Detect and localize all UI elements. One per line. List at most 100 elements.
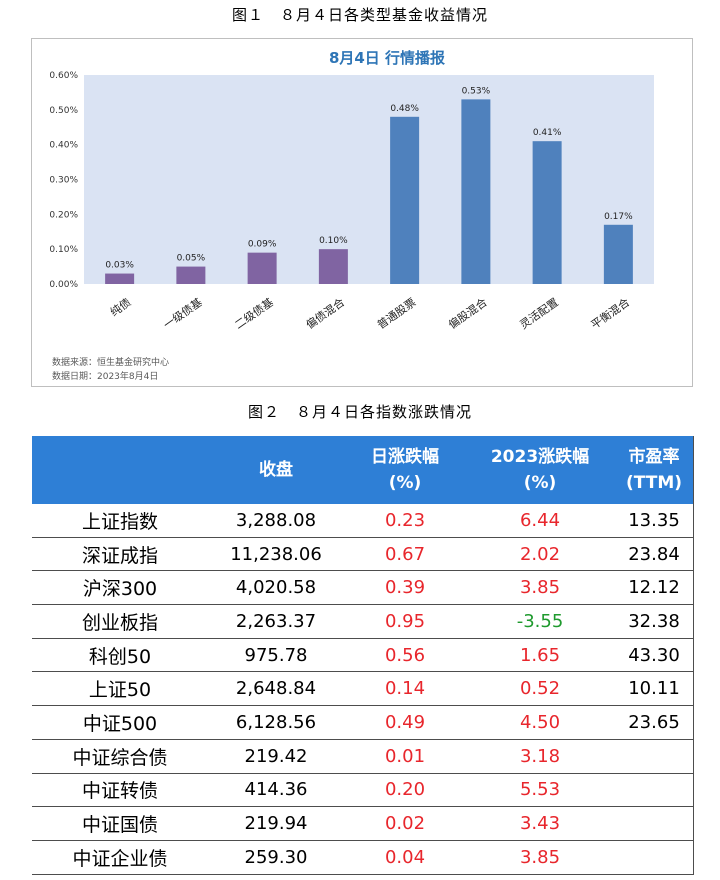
day-change-cell: 0.39 (344, 570, 466, 606)
x-tick-label: 偏债混合 (303, 295, 347, 332)
ytd-change-cell: 3.85 (466, 570, 614, 606)
y-tick-label: 0.30% (49, 176, 78, 186)
header-pe-label: 市盈率 (628, 447, 680, 467)
index-name-cell: 沪深300 (32, 570, 208, 606)
pe-cell (614, 806, 694, 841)
plot-area (84, 75, 654, 284)
header-day-unit: (%) (388, 473, 422, 493)
day-change-cell: 0.67 (344, 537, 466, 572)
table-row: 中证500 6,128.56 0.49 4.50 23.65 (32, 705, 694, 740)
data-label: 0.48% (390, 104, 419, 114)
pe-cell: 12.12 (614, 570, 694, 606)
header-day-change: 日涨跌幅 (%) (344, 436, 466, 504)
header-pe: 市盈率 (TTM) (614, 436, 694, 504)
data-label: 0.05% (177, 254, 206, 264)
pe-cell (614, 840, 694, 875)
pe-cell: 43.30 (614, 638, 694, 673)
data-label: 0.41% (533, 128, 562, 138)
index-name-cell: 中证国债 (32, 806, 208, 841)
day-change-cell: 0.95 (344, 604, 466, 639)
pe-cell: 32.38 (614, 604, 694, 639)
bar (603, 224, 633, 284)
close-cell: 219.42 (208, 739, 344, 774)
index-name-cell: 中证500 (32, 705, 208, 740)
header-ytd-label: 2023涨跌幅 (490, 447, 590, 467)
index-name-cell: 科创50 (32, 638, 208, 673)
bar-chart-svg: 8月4日 行情播报 0.00% 0.10% 0.20% 0.30% 0.40% 0.50% 0… (49, 49, 654, 332)
table-row: 中证转债 414.36 0.20 5.53 (32, 773, 694, 808)
index-name-cell: 中证综合债 (32, 739, 208, 774)
data-label: 0.17% (604, 212, 633, 222)
y-tick-label: 0.20% (49, 210, 78, 220)
y-tick-label: 0.50% (49, 106, 78, 116)
bar (247, 252, 277, 284)
x-tick-label: 普通股票 (374, 295, 418, 332)
close-cell: 2,648.84 (208, 671, 344, 707)
pe-cell: 23.84 (614, 537, 694, 572)
index-name-cell: 中证企业债 (32, 840, 208, 875)
table-right-border (693, 436, 694, 874)
pe-cell: 23.65 (614, 705, 694, 740)
close-cell: 259.30 (208, 840, 344, 875)
x-tick-label: 纯债 (107, 295, 133, 319)
bar (105, 273, 135, 284)
data-label: 0.09% (248, 240, 277, 250)
x-tick-label: 偏股混合 (446, 295, 490, 332)
bar (318, 249, 348, 284)
index-name-cell: 上证50 (32, 671, 208, 707)
pe-cell: 10.11 (614, 671, 694, 707)
day-change-cell: 0.04 (344, 840, 466, 875)
close-cell: 11,238.06 (208, 537, 344, 572)
close-cell: 975.78 (208, 638, 344, 673)
ytd-change-cell: -3.55 (466, 604, 614, 639)
close-cell: 6,128.56 (208, 705, 344, 740)
x-tick-label: 平衡混合 (588, 295, 632, 332)
y-tick-label: 0.10% (49, 245, 78, 255)
data-source-note: 数据来源：恒生基金研究中心 (52, 358, 170, 368)
table-row: 上证50 2,648.84 0.14 0.52 10.11 (32, 671, 694, 707)
close-cell: 3,288.08 (208, 504, 344, 538)
ytd-change-cell: 6.44 (466, 504, 614, 538)
ytd-change-cell: 3.18 (466, 739, 614, 774)
y-tick-label: 0.40% (49, 141, 78, 151)
table-row: 中证国债 219.94 0.02 3.43 (32, 806, 694, 841)
index-name-cell: 上证指数 (32, 504, 208, 538)
header-close-label: 收盘 (259, 460, 293, 480)
header-day-label: 日涨跌幅 (371, 447, 439, 467)
bar (390, 116, 420, 284)
pe-cell (614, 773, 694, 808)
header-close: 收盘 (208, 436, 344, 504)
header-ytd-change: 2023涨跌幅 (%) (466, 436, 614, 504)
day-change-cell: 0.23 (344, 504, 466, 538)
day-change-cell: 0.49 (344, 705, 466, 740)
index-name-cell: 中证转债 (32, 773, 208, 808)
bar (532, 141, 562, 284)
bar (176, 266, 206, 284)
x-tick-label: 一级债基 (161, 295, 205, 332)
x-tick-label: 灵活配置 (517, 296, 560, 332)
header-ytd-unit: (%) (523, 473, 557, 493)
close-cell: 414.36 (208, 773, 344, 808)
fund-return-chart: 8月4日 行情播报 0.00% 0.10% 0.20% 0.30% 0.40% 0.50% 0… (31, 38, 693, 387)
day-change-cell: 0.01 (344, 739, 466, 774)
table-row: 中证企业债 259.30 0.04 3.85 (32, 840, 694, 875)
table-header-row: 收盘 日涨跌幅 (%) 2023涨跌幅 (%) 市盈率 (TTM) (32, 436, 694, 504)
pe-cell (614, 739, 694, 774)
figure1-caption: 图１ ８月４日各类型基金收益情况 (231, 6, 488, 24)
ytd-change-cell: 0.52 (466, 671, 614, 707)
header-pe-unit: (TTM) (625, 473, 683, 493)
data-label: 0.10% (319, 236, 348, 246)
data-label: 0.03% (105, 261, 134, 271)
index-table: 收盘 日涨跌幅 (%) 2023涨跌幅 (%) 市盈率 (TTM) 上证指数 3,288… (32, 436, 694, 875)
table-row: 科创50 975.78 0.56 1.65 43.30 (32, 638, 694, 673)
bar (461, 99, 491, 284)
table-row: 沪深300 4,020.58 0.39 3.85 12.12 (32, 570, 694, 606)
x-tick-label: 二级债基 (232, 295, 276, 332)
pe-cell: 13.35 (614, 504, 694, 538)
ytd-change-cell: 5.53 (466, 773, 614, 808)
table-row: 上证指数 3,288.08 0.23 6.44 13.35 (32, 504, 694, 538)
close-cell: 4,020.58 (208, 570, 344, 606)
ytd-change-cell: 4.50 (466, 705, 614, 740)
ytd-change-cell: 3.85 (466, 840, 614, 875)
table-row: 中证综合债 219.42 0.01 3.18 (32, 739, 694, 774)
